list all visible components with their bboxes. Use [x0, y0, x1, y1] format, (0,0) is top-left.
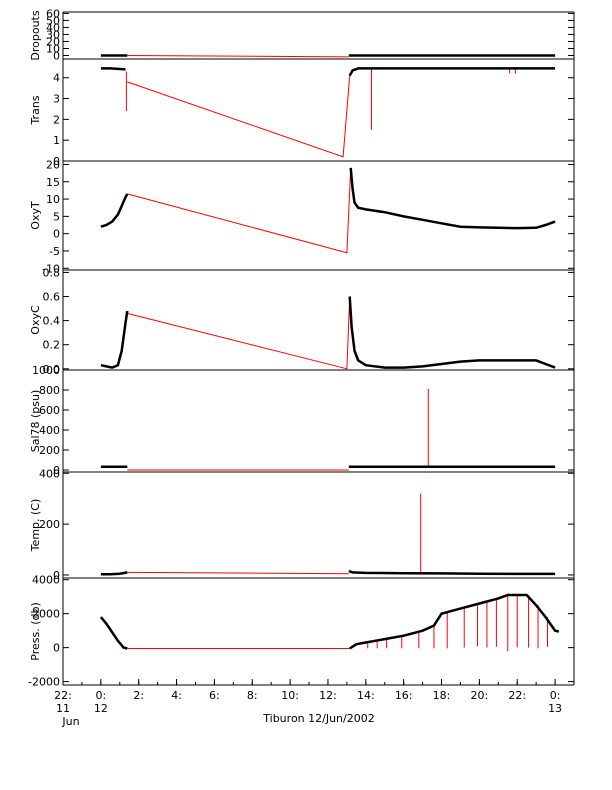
y-axis-label-sal78: Sal78 (psu)	[29, 390, 42, 453]
panel-sal78: 0 200 400 600 800 1000 Sal78 (psu)	[29, 364, 575, 477]
y-tick-label-oxyc: 0.8	[43, 266, 61, 279]
y-tick-label-press: 0	[53, 642, 60, 655]
y-tick-label-sal78: 600	[39, 404, 60, 417]
data-series-trans	[348, 67, 556, 77]
red-series-oxyt	[127, 167, 352, 254]
y-tick-label-trans: 2	[53, 113, 60, 126]
y-axis-label-dropouts: Dropouts	[29, 10, 42, 60]
y-tick-label-dropouts: 50	[46, 14, 60, 27]
y-axis-label-oxyt: OxyT	[29, 201, 42, 230]
data-series-oxyt	[349, 167, 556, 230]
y-tick-label-trans: 4	[53, 72, 60, 85]
x-tick-label: 0:	[95, 689, 106, 702]
panel-oxyt: -10 -5 0 5 10 15 20 OxyT	[29, 158, 575, 275]
y-tick-label-sal78: 1000	[32, 364, 60, 377]
y-tick-label-oxyc: 0.4	[43, 315, 61, 328]
y-tick-label-dropouts: 40	[46, 21, 60, 34]
y-tick-label-sal78: 200	[39, 444, 60, 457]
red-series-oxyc	[127, 296, 351, 370]
y-tick-label-oxyt: 15	[46, 176, 60, 189]
data-series-temp	[100, 571, 128, 576]
y-tick-label-oxyt: 10	[46, 193, 60, 206]
y-tick-label-dropouts: 0	[53, 49, 60, 62]
y-axis-label-trans: Trans	[29, 95, 42, 125]
y-tick-label-press: 2000	[32, 608, 60, 621]
x-tick-label: 20:	[471, 689, 489, 702]
data-series-oxyt	[100, 193, 129, 228]
x-tick-label: 12:	[319, 689, 337, 702]
x-tick-label: 6:	[209, 689, 220, 702]
x-tick-label: 0:	[550, 689, 561, 702]
data-series-press	[349, 593, 560, 650]
x-tick-label: 16:	[395, 689, 413, 702]
red-series-temp	[127, 571, 349, 575]
y-tick-label-temp: 0	[53, 569, 60, 582]
y-tick-label-oxyt: 5	[53, 210, 60, 223]
y-tick-label-temp: 400	[39, 467, 60, 480]
x-tick-label-day: 12	[94, 702, 108, 715]
x-tick-label: 4:	[171, 689, 182, 702]
red-series-dropouts	[127, 55, 349, 58]
y-tick-label-dropouts: 20	[46, 35, 60, 48]
x-tick-label: 8:	[247, 689, 258, 702]
panel-press: -2000 0 2000 4000 Press. (db)	[28, 574, 575, 689]
x-tick-label-month: Jun	[61, 715, 79, 728]
y-tick-label-trans: 0	[53, 155, 60, 168]
x-tick-label: 14:	[357, 689, 375, 702]
x-tick-label: 18:	[433, 689, 451, 702]
data-series-oxyc	[100, 310, 129, 369]
y-tick-label-dropouts: 10	[46, 42, 60, 55]
panels-layer: 0102030405060Dropouts01234Trans-10-50510…	[28, 7, 575, 689]
y-tick-label-oxyc: 0.6	[43, 291, 61, 304]
data-series-temp	[348, 569, 556, 576]
x-tick-label: 22:	[508, 689, 526, 702]
x-tick-label: 22:	[54, 689, 72, 702]
x-tick-label-day: 11	[56, 702, 70, 715]
x-tick-label: 10:	[281, 689, 299, 702]
y-tick-label-dropouts: 30	[46, 28, 60, 41]
y-tick-label-oxyc: 0.0	[43, 363, 61, 376]
y-axis-label-press: Press. (db)	[29, 602, 42, 661]
x-tick-label-day: 13	[548, 702, 562, 715]
panel-trans: 0 1 2 3 4 Trans	[29, 59, 575, 168]
y-tick-label-sal78: 0	[53, 464, 60, 477]
red-series-trans	[127, 75, 351, 158]
y-tick-label-sal78: 800	[39, 384, 60, 397]
y-axis-label-temp: Temp. (C)	[29, 499, 42, 553]
y-tick-label-dropouts: 60	[46, 7, 60, 20]
y-tick-label-oxyc: 0.2	[43, 339, 61, 352]
y-tick-label-sal78: 400	[39, 424, 60, 437]
data-series-oxyc	[348, 296, 556, 369]
y-tick-label-oxyt: -5	[49, 245, 60, 258]
y-tick-label-press: 4000	[32, 574, 60, 587]
y-tick-label-trans: 3	[53, 93, 60, 106]
y-tick-label-temp: 200	[39, 518, 60, 531]
panel-oxyc: 0.0 0.2 0.4 0.6 0.8 OxyC	[29, 266, 575, 376]
figure-caption: Tiburon 12/Jun/2002	[262, 712, 374, 725]
panel-temp: 0 200 400 Temp. (C)	[29, 467, 575, 582]
y-tick-label-oxyt: 0	[53, 228, 60, 241]
y-tick-label-oxyt: 20	[46, 158, 60, 171]
y-tick-label-oxyt: -10	[42, 262, 60, 275]
data-series-press	[99, 616, 128, 650]
y-tick-label-trans: 1	[53, 134, 60, 147]
data-series-trans	[100, 67, 126, 71]
y-tick-label-press: -2000	[28, 676, 60, 689]
x-tick-label: 2:	[133, 689, 144, 702]
y-axis-label-oxyc: OxyC	[29, 305, 42, 335]
